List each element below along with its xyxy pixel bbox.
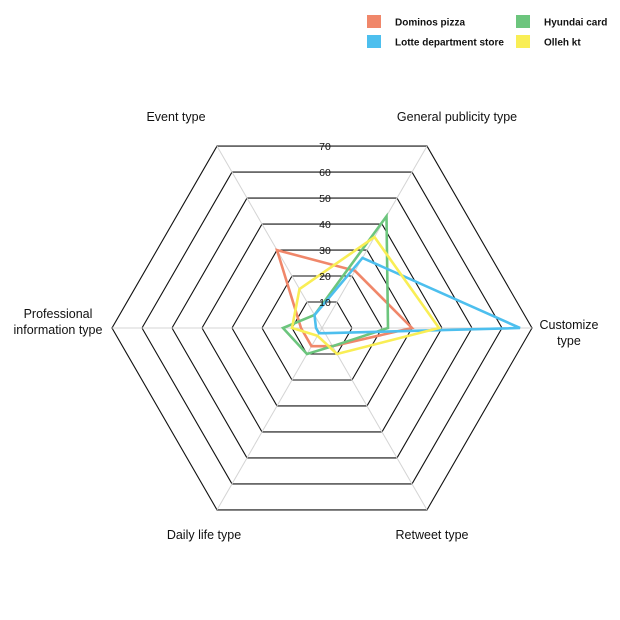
axis-label-line: Customize [539,318,598,332]
axis-label-0: Customize type [539,318,598,348]
axis-label-line: General publicity type [397,110,517,124]
series-line-olleh-kt [290,235,442,356]
legend-label: Dominos pizza [395,18,465,29]
spoke-1 [321,327,428,511]
legend-item: Dominos pizza [367,15,465,29]
legend-swatch [367,35,381,48]
axis-labels: Customize type Retweet type Daily life type… [14,110,599,542]
tick-label-40: 40 [319,219,331,231]
radial-tick-labels: 10 20 30 40 50 60 70 [319,141,331,309]
spoke-4 [216,145,323,329]
axis-label-line: Event type [146,110,205,124]
axis-label-line: type [557,334,581,348]
tick-label-10: 10 [319,297,331,309]
spoke-2 [216,327,323,511]
series-line-hyundai-card [280,212,390,356]
axis-label-5: General publicity type [397,110,517,124]
legend-swatch [516,15,530,28]
axis-label-4: Event type [146,110,205,124]
axis-label-line: Professional [24,307,93,321]
axis-label-2: Daily life type [167,528,241,542]
tick-label-70: 70 [319,141,331,153]
legend-item: Lotte department store [367,35,504,49]
axis-label-1: Retweet type [396,528,469,542]
axis-label-line: Retweet type [396,528,469,542]
tick-label-60: 60 [319,167,331,179]
legend-item: Olleh kt [516,35,581,49]
legend-label: Hyundai card [544,18,607,29]
legend: Dominos pizza Hyundai card Lotte departmen… [367,15,607,49]
legend-label: Olleh kt [544,38,581,49]
tick-label-50: 50 [319,193,331,205]
legend-swatch [516,35,530,48]
tick-label-20: 20 [319,271,331,283]
axis-label-3: Professional information type [14,307,103,337]
radar-series [275,212,521,356]
axis-label-line: information type [14,323,103,337]
legend-item: Hyundai card [516,15,607,29]
axis-label-line: Daily life type [167,528,241,542]
tick-label-30: 30 [319,245,331,257]
series-line-lotte-department-store [313,256,521,335]
legend-swatch [367,15,381,28]
legend-label: Lotte department store [395,38,504,49]
